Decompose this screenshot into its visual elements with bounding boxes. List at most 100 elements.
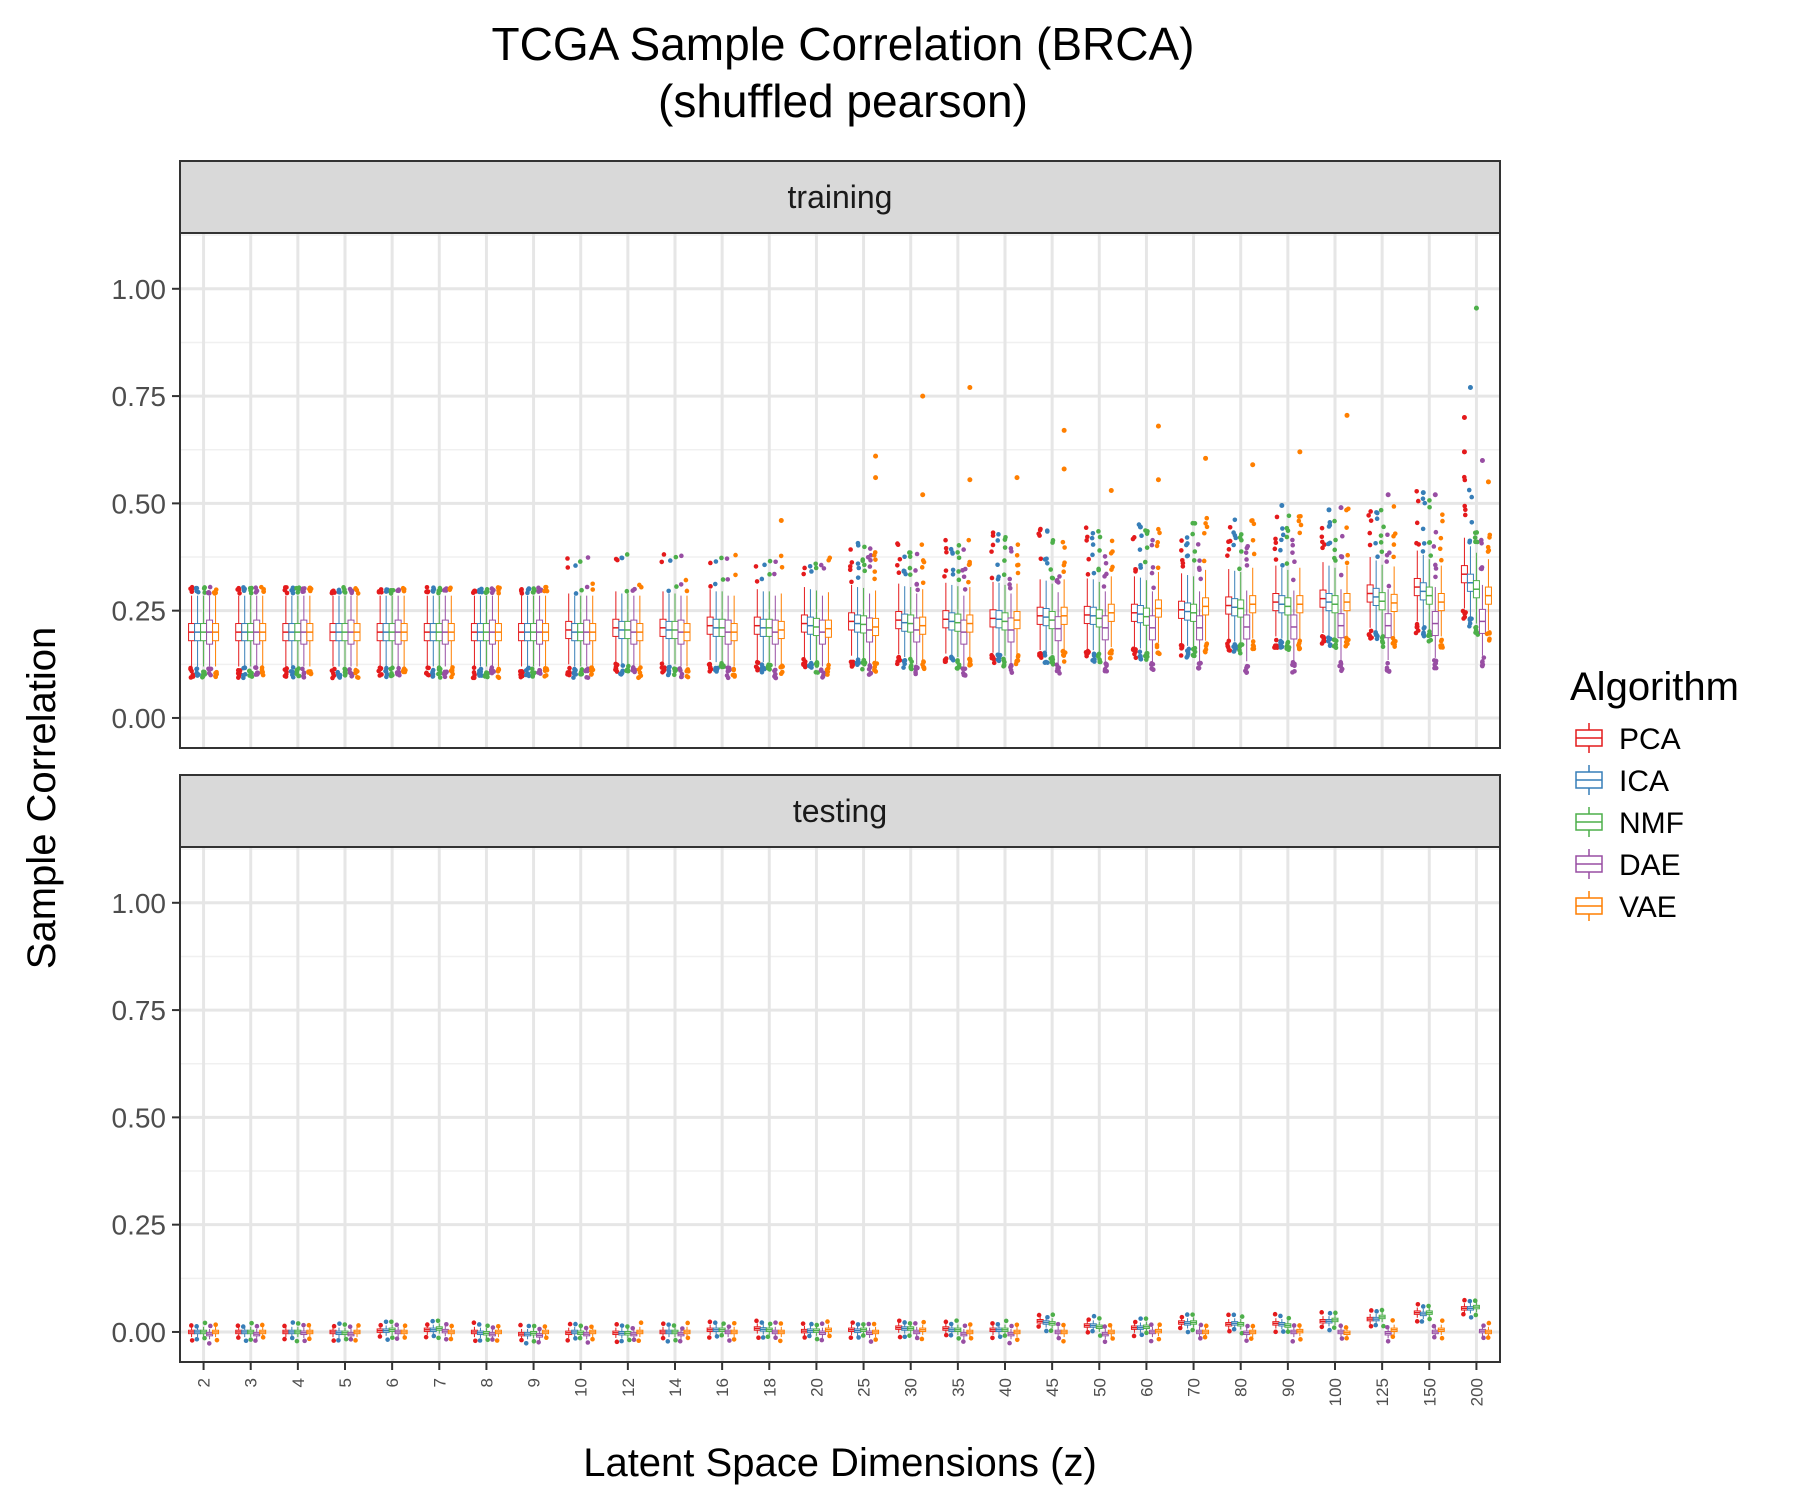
outlier-point [1202, 530, 1207, 536]
box-dae [866, 1321, 874, 1344]
outlier-point [990, 542, 996, 548]
outlier-point [294, 1338, 300, 1344]
outlier-point [1392, 644, 1397, 649]
outlier-point [388, 666, 394, 672]
outlier-point [484, 670, 489, 675]
outlier-point [679, 553, 684, 559]
outlier-point [1331, 643, 1337, 649]
outlier-point [307, 586, 312, 592]
outlier-point [753, 564, 759, 569]
outlier-point [1054, 662, 1060, 668]
outlier-point [896, 570, 902, 576]
x-tick-label: 14 [666, 1378, 685, 1397]
outlier-point [661, 552, 667, 557]
outlier-point [1096, 529, 1101, 534]
box-ica [901, 1320, 909, 1340]
y-tick-label: 0.00 [112, 703, 167, 734]
outlier-point [294, 585, 299, 591]
outlier-point [1439, 1318, 1445, 1323]
outlier-point [1272, 1311, 1278, 1317]
y-tick-label: 0.75 [112, 995, 167, 1026]
outlier-point [1092, 657, 1097, 662]
outlier-point [620, 668, 626, 674]
outlier-point [1327, 643, 1333, 648]
outlier-point [872, 552, 877, 558]
box-vae [589, 1324, 597, 1342]
outlier-point [1149, 570, 1155, 576]
outlier-point [1089, 535, 1095, 541]
outlier-point [727, 1338, 732, 1343]
outlier-point [1367, 530, 1373, 536]
box-pca [423, 584, 431, 678]
box-nmf [530, 1323, 538, 1344]
box-ica [1372, 510, 1380, 642]
outlier-point [235, 587, 240, 592]
box-dae [1054, 1321, 1062, 1341]
box-dae [441, 1321, 449, 1342]
outlier-point [259, 670, 265, 676]
box-nmf [1378, 507, 1386, 650]
box-vae [353, 586, 361, 680]
box-nmf [718, 1321, 726, 1338]
outlier-point [214, 1337, 220, 1343]
box-pca [800, 565, 808, 670]
outlier-point [1008, 667, 1014, 673]
outlier-point [1414, 540, 1419, 546]
box-ica [1089, 1313, 1097, 1334]
outlier-point [1284, 561, 1290, 566]
outlier-point [200, 672, 206, 677]
outlier-point [631, 1337, 637, 1343]
box-dae [205, 584, 214, 678]
outlier-point [714, 669, 719, 674]
outlier-point [1290, 542, 1296, 548]
outlier-point [773, 1320, 778, 1325]
box-nmf [247, 1320, 255, 1342]
outlier-point [778, 518, 784, 524]
outlier-point [353, 667, 359, 673]
outlier-point [1245, 543, 1251, 549]
outlier-point [673, 1337, 678, 1343]
outlier-point [821, 670, 827, 676]
box-vae [447, 585, 456, 680]
box-vae [683, 577, 691, 680]
box-nmf [907, 1321, 915, 1338]
x-tick-label: 18 [760, 1378, 779, 1397]
outlier-point [490, 1337, 495, 1342]
outlier-point [284, 585, 289, 590]
outlier-point [660, 1321, 666, 1327]
outlier-point [1378, 533, 1384, 538]
box-nmf [1472, 530, 1481, 637]
box-dae [1196, 1322, 1204, 1341]
outlier-point [1386, 583, 1392, 589]
outlier-point [213, 587, 219, 592]
outlier-point [1227, 648, 1233, 653]
outlier-point [1045, 529, 1050, 534]
outlier-point [189, 584, 195, 590]
outlier-point [526, 1323, 532, 1329]
outlier-point [1479, 457, 1485, 463]
outlier-point [1321, 638, 1326, 644]
outlier-point [848, 1335, 854, 1341]
outlier-point [565, 670, 571, 675]
outlier-point [943, 568, 949, 573]
box-dae [1007, 1323, 1015, 1346]
outlier-point [1048, 567, 1054, 572]
x-tick-label: 8 [477, 1378, 496, 1387]
box-dae [1290, 1323, 1298, 1344]
outlier-point [625, 1324, 630, 1329]
outlier-point [1137, 653, 1143, 659]
outlier-point [813, 561, 818, 567]
box-vae [259, 1322, 267, 1340]
outlier-point [347, 1324, 353, 1330]
box-ica [335, 587, 343, 680]
box-ica [1278, 526, 1286, 650]
outlier-point [1273, 1329, 1278, 1335]
box-nmf [1190, 1312, 1198, 1333]
outlier-point [1286, 513, 1292, 519]
box-vae [1107, 1323, 1115, 1341]
outlier-point [637, 582, 642, 588]
outlier-point [1380, 639, 1385, 645]
outlier-point [1007, 585, 1013, 591]
outlier-point [1002, 1333, 1008, 1338]
box-vae [542, 584, 550, 679]
